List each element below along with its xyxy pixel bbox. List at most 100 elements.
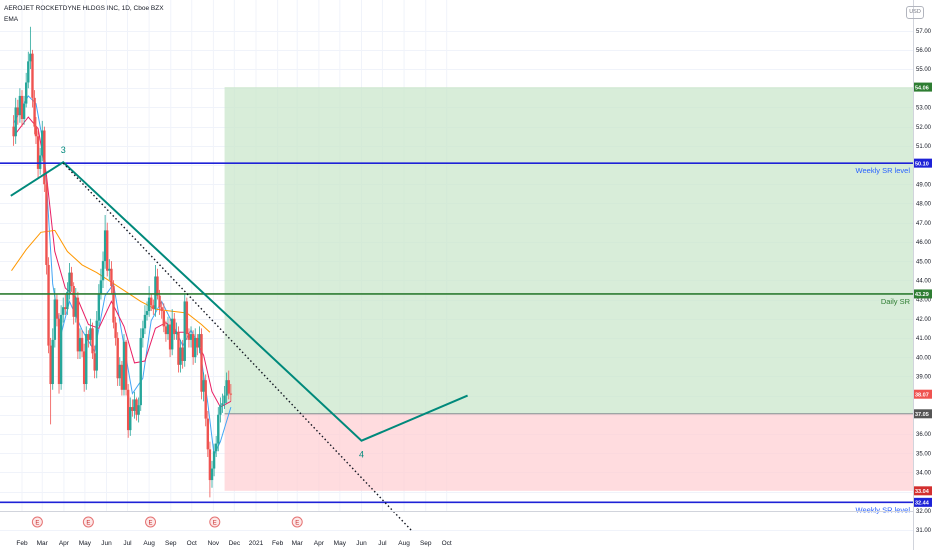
price-tag-label: 50.10 bbox=[915, 161, 929, 167]
y-tick-label: 42.00 bbox=[916, 317, 932, 323]
candle-body bbox=[51, 339, 54, 385]
wave-label: 3 bbox=[61, 145, 66, 155]
candle-body bbox=[194, 337, 197, 358]
candle-body bbox=[204, 380, 207, 419]
candle-body bbox=[143, 314, 147, 329]
earnings-marker[interactable] bbox=[31, 516, 43, 528]
candle-body bbox=[141, 328, 145, 338]
dotted-trendline bbox=[62, 162, 412, 531]
candle-body bbox=[27, 61, 30, 83]
candle-body bbox=[221, 403, 224, 406]
candle-body bbox=[219, 405, 222, 415]
candle-body bbox=[34, 126, 38, 137]
candle-body bbox=[116, 337, 119, 379]
y-tick-label: 55.00 bbox=[916, 67, 932, 73]
candle-body bbox=[124, 341, 128, 390]
candle-body bbox=[68, 272, 71, 292]
candle-body bbox=[18, 95, 22, 116]
loss-zone bbox=[224, 413, 913, 491]
x-tick-label: Mar bbox=[292, 540, 304, 547]
candle-body bbox=[31, 53, 34, 98]
candle-body bbox=[53, 299, 57, 340]
candle-body bbox=[191, 334, 195, 358]
candle-body bbox=[62, 307, 65, 315]
y-tick-label: 34.00 bbox=[916, 471, 932, 477]
x-tick-label: Aug bbox=[398, 540, 410, 547]
candle-body bbox=[168, 324, 172, 350]
candle-body bbox=[122, 341, 126, 390]
x-axis-ticks: Feb Mar Apr May Jun Jul Aug Sep Oct Nov Dec 2021 Feb… bbox=[16, 540, 452, 547]
candle-body bbox=[29, 53, 32, 62]
sr-level-label: Weekly SR level bbox=[856, 166, 911, 175]
x-tick-label: Jul bbox=[123, 540, 132, 547]
candle-body bbox=[217, 414, 220, 444]
y-tick-label: 32.00 bbox=[916, 509, 932, 515]
candle-body bbox=[133, 399, 136, 411]
price-tag-label: 38.07 bbox=[915, 392, 929, 398]
candle-body bbox=[114, 322, 117, 338]
candle-body bbox=[185, 301, 189, 335]
sr-level-label: Weekly SR level bbox=[856, 505, 911, 514]
x-tick-label: Jun bbox=[101, 540, 112, 547]
candle-body bbox=[206, 418, 210, 450]
candle-body bbox=[181, 347, 184, 361]
price-tags: 54.06 50.10 43.29 38.07 37.05 33.04 32.44 bbox=[914, 82, 932, 507]
y-tick-label: 35.00 bbox=[916, 451, 932, 457]
candle-body bbox=[16, 107, 20, 116]
candle-body bbox=[14, 107, 17, 137]
candle-body bbox=[173, 318, 176, 335]
candle-body bbox=[66, 291, 69, 310]
candle-body bbox=[223, 395, 226, 404]
indicator-label[interactable]: EMA bbox=[4, 16, 19, 23]
candle-body bbox=[158, 295, 161, 308]
earnings-marker[interactable] bbox=[209, 516, 221, 528]
candle-body bbox=[76, 297, 80, 352]
y-tick-label: 51.00 bbox=[916, 144, 932, 150]
candle-body bbox=[200, 334, 203, 392]
candle-body bbox=[210, 468, 214, 481]
y-tick-label: 31.00 bbox=[916, 528, 932, 534]
candle-body bbox=[156, 276, 159, 296]
candle-body bbox=[106, 230, 109, 271]
price-tag-box bbox=[914, 289, 932, 299]
candle-body bbox=[187, 334, 191, 340]
candle-body bbox=[118, 364, 121, 379]
candle-body bbox=[91, 328, 94, 354]
earnings-marker[interactable] bbox=[82, 516, 94, 528]
y-tick-label: 41.00 bbox=[916, 336, 932, 342]
earnings-marker-label: E bbox=[86, 520, 90, 526]
earnings-marker[interactable] bbox=[145, 516, 157, 528]
price-tag-box bbox=[914, 497, 932, 507]
candle-body bbox=[160, 307, 163, 312]
x-tick-label: Jun bbox=[356, 540, 367, 547]
candle-body bbox=[74, 297, 77, 317]
x-tick-label: Sep bbox=[420, 540, 432, 547]
candle-body bbox=[131, 407, 134, 411]
symbol-title[interactable]: AEROJET ROCKETDYNE HLDGS INC, 1D, Cboe B… bbox=[4, 5, 164, 12]
candle-body bbox=[120, 364, 124, 390]
price-tag-label: 37.05 bbox=[915, 412, 929, 418]
earnings-marker[interactable] bbox=[291, 516, 303, 528]
candle-body bbox=[82, 351, 86, 385]
candle-body bbox=[87, 334, 90, 340]
y-tick-label: 47.00 bbox=[916, 221, 932, 227]
y-tick-label: 46.00 bbox=[916, 240, 932, 246]
candle-body bbox=[179, 347, 182, 365]
sr-levels: Weekly SR level Daily SR Weekly SR level bbox=[0, 162, 913, 514]
y-tick-label: 48.00 bbox=[916, 202, 932, 208]
x-tick-label: Feb bbox=[272, 540, 284, 547]
earnings-marker-label: E bbox=[213, 520, 217, 526]
y-tick-label: 36.00 bbox=[916, 432, 932, 438]
candle-body bbox=[152, 305, 155, 310]
currency-label[interactable]: USD bbox=[906, 6, 924, 19]
x-tick-label: Sep bbox=[165, 540, 177, 547]
candle-body bbox=[214, 443, 218, 452]
candle-body bbox=[145, 311, 149, 315]
candle-body bbox=[196, 337, 199, 348]
candle-body bbox=[229, 393, 233, 395]
candle-body bbox=[59, 314, 63, 385]
y-tick-label: 53.00 bbox=[916, 106, 932, 112]
